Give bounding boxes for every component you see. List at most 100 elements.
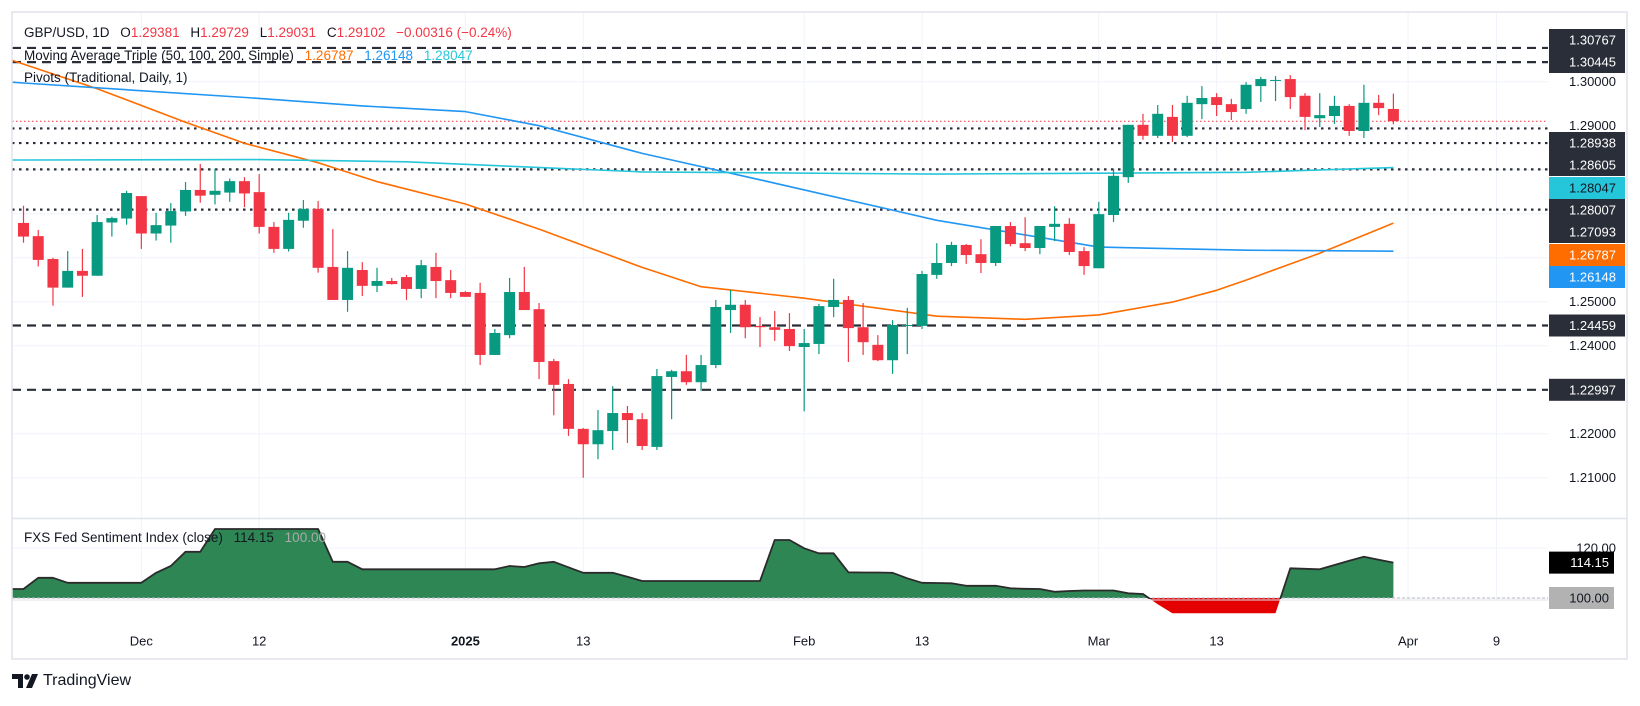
candle-body	[577, 428, 589, 445]
candle-body	[695, 365, 707, 383]
candle	[253, 174, 265, 234]
candle-body	[1343, 105, 1355, 131]
price-value-label-text: 1.28605	[1569, 158, 1616, 173]
candle	[18, 205, 29, 243]
candle	[563, 379, 575, 436]
candle-body	[1255, 79, 1267, 87]
candle	[209, 168, 221, 205]
candle-body	[165, 211, 177, 226]
candle	[666, 369, 678, 420]
price-value-label-bg	[1549, 221, 1625, 243]
candle	[445, 270, 457, 299]
candle	[194, 163, 206, 203]
candle-body	[1093, 214, 1105, 269]
candle-body	[1270, 79, 1282, 81]
candle	[1122, 124, 1134, 183]
candle	[607, 386, 619, 450]
candle	[356, 262, 368, 296]
candle-body	[459, 292, 471, 297]
price-value-label-bg	[1549, 29, 1625, 51]
candle	[76, 248, 88, 297]
candle-body	[931, 262, 943, 275]
price-value-label-bg	[1549, 154, 1625, 176]
candle-body	[209, 190, 221, 195]
candle-body	[1387, 108, 1399, 122]
ma50-value: 1.26787	[304, 48, 354, 63]
ma200-line	[12, 158, 1394, 175]
candle	[1314, 93, 1326, 128]
time-tick-label: 13	[576, 634, 590, 649]
candle-body	[872, 344, 884, 361]
candle	[960, 244, 972, 264]
candle-body	[91, 222, 103, 276]
price-value-label: 1.27093	[1549, 221, 1625, 243]
candle-body	[253, 192, 265, 227]
candle-body	[194, 189, 206, 196]
candle	[371, 267, 383, 293]
candle	[1137, 113, 1149, 140]
price-tick-label: 1.29000	[1569, 118, 1616, 133]
candle-body	[901, 325, 913, 327]
candle	[1019, 217, 1031, 252]
candle-body	[283, 219, 295, 249]
candle	[621, 405, 633, 443]
symbol-legend: GBP/USD, 1D O1.29381 H1.29729 L1.29031 C…	[24, 25, 512, 41]
price-tick-label: 1.30000	[1569, 74, 1616, 89]
candle	[931, 243, 943, 279]
candle	[1255, 76, 1267, 102]
axes: 1.30000 1.29000 1.25000 1.24000 1.22000 1.210…	[130, 29, 1625, 649]
candle	[106, 216, 118, 237]
candle	[872, 335, 884, 362]
candle	[283, 212, 295, 252]
tradingview-logo[interactable]: TradingView	[12, 672, 131, 690]
candle	[1078, 247, 1090, 275]
price-value-label-bg	[1549, 314, 1625, 337]
candle	[342, 251, 354, 312]
candle	[1093, 201, 1105, 269]
candle-body	[975, 254, 987, 263]
candle	[91, 215, 103, 276]
price-value-label: 1.28605	[1549, 154, 1625, 176]
time-tick-label: 13	[915, 634, 929, 649]
time-tick-label: Apr	[1398, 634, 1419, 649]
indicator-title[interactable]: FXS Fed Sentiment Index (close)	[24, 530, 223, 545]
candle-body	[828, 299, 840, 307]
candle-body	[1034, 226, 1046, 249]
candle	[165, 203, 177, 243]
candle-body	[1004, 226, 1016, 245]
pivot-lines	[12, 46, 1548, 391]
candle	[680, 354, 692, 385]
candle-body	[1196, 97, 1208, 105]
candle	[268, 222, 280, 253]
candle-body	[1211, 97, 1223, 106]
moving-averages	[12, 59, 1394, 321]
indicator-value-label-bg	[1549, 551, 1614, 574]
candle	[548, 358, 560, 416]
symbol-title[interactable]: GBP/USD, 1D	[24, 25, 110, 40]
price-value-label-bg	[1549, 177, 1625, 199]
price-value-label-text: 1.30445	[1569, 55, 1616, 70]
candle-body	[297, 208, 309, 221]
candle	[297, 200, 309, 228]
indicator-legend: FXS Fed Sentiment Index (close) 114.15 1…	[24, 530, 326, 546]
grid	[12, 13, 1548, 600]
pivots-title[interactable]: Pivots (Traditional, Daily, 1)	[24, 70, 188, 85]
low-value: 1.29031	[267, 25, 317, 40]
ma-legend: Moving Average Triple (50, 100, 200, Sim…	[24, 48, 473, 64]
candle	[901, 307, 913, 355]
time-tick-label: Feb	[793, 634, 815, 649]
ma-title[interactable]: Moving Average Triple (50, 100, 200, Sim…	[24, 48, 294, 63]
candle	[150, 212, 162, 241]
candle-body	[960, 244, 972, 256]
candle-body	[1373, 102, 1385, 109]
candle	[1225, 98, 1237, 120]
candle-body	[1122, 124, 1134, 178]
candle	[990, 226, 1002, 267]
candle	[1328, 95, 1340, 124]
candle-body	[18, 222, 29, 237]
candle-body	[121, 193, 133, 219]
price-value-label: 1.30445	[1549, 51, 1625, 73]
price-value-label: 1.26787	[1549, 244, 1625, 266]
candle	[842, 295, 854, 362]
